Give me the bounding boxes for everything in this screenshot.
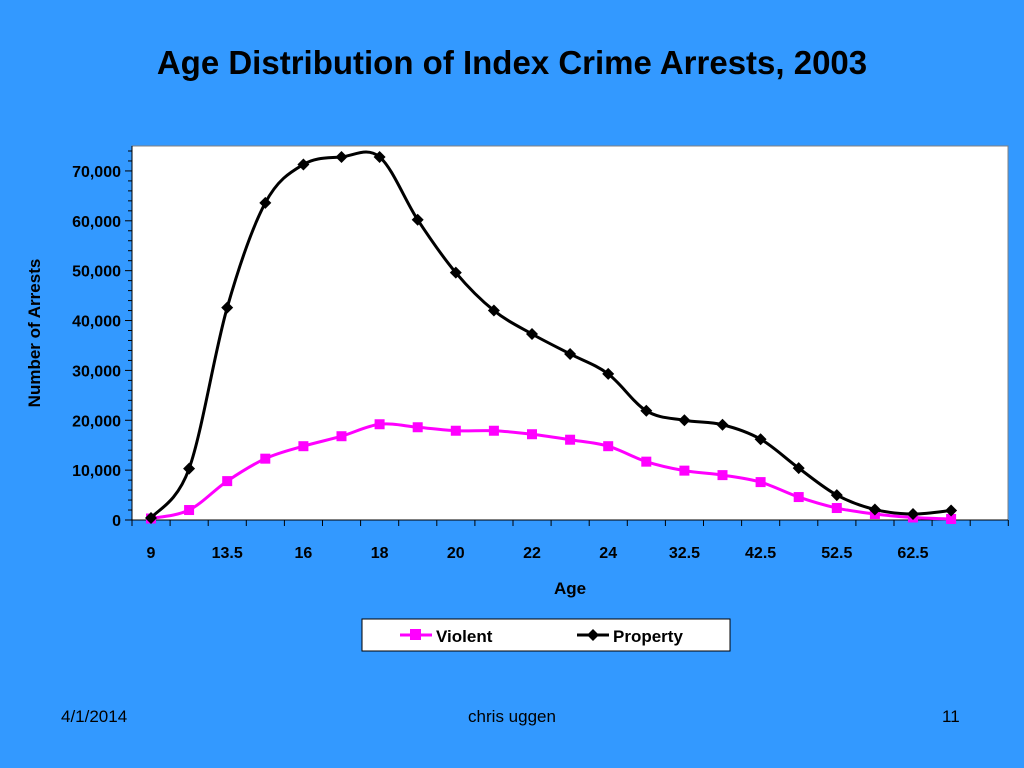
plot-area (131, 145, 1009, 521)
violent-data-point (679, 465, 690, 476)
y-tick-label: 0 (112, 513, 121, 530)
violent-data-point (527, 429, 537, 440)
y-tick-label: 20,000 (72, 413, 121, 430)
y-axis-label: Number of Arrests (25, 259, 44, 408)
property-data-point (487, 304, 500, 317)
property-data-point (907, 508, 919, 521)
violent-data-point (603, 441, 614, 452)
property-data-point (297, 158, 310, 171)
footer-date: 4/1/2014 (61, 707, 128, 726)
violent-data-point (260, 453, 271, 464)
y-tick-label: 40,000 (72, 314, 121, 331)
violent-series-line (150, 422, 952, 521)
legend: Violent Property (361, 618, 731, 652)
violent-data-point (488, 425, 499, 436)
property-data-point (792, 462, 805, 475)
violent-data-point (641, 456, 652, 467)
property-data-point (145, 512, 157, 525)
x-tick-label: 52.5 (821, 545, 852, 562)
property-data-point (526, 327, 538, 340)
legend-property-marker (587, 629, 599, 641)
violent-data-point (222, 476, 233, 487)
legend-violent-marker (410, 629, 421, 640)
y-tick-label: 10,000 (72, 463, 121, 480)
property-data-point (183, 462, 196, 475)
property-data-point (602, 367, 615, 380)
violent-data-point (412, 422, 423, 433)
violent-data-point (450, 425, 461, 436)
x-tick-label: 24 (599, 545, 617, 562)
property-data-point (830, 489, 843, 502)
violent-data-point (717, 470, 728, 481)
violent-data-point (755, 477, 766, 488)
footer-author: chris uggen (468, 707, 556, 726)
violent-data-point (793, 492, 804, 503)
property-data-point (221, 301, 234, 314)
property-data-point (945, 504, 958, 517)
y-tick-label: 50,000 (72, 264, 121, 281)
x-tick-label: 32.5 (669, 545, 700, 562)
y-tick-label: 70,000 (72, 164, 121, 181)
violent-data-point (184, 505, 195, 516)
property-data-point (716, 418, 729, 431)
property-data-point (449, 266, 462, 279)
property-data-point (640, 404, 653, 417)
legend-violent-label: Violent (436, 627, 493, 646)
property-data-point (564, 347, 577, 360)
property-data-point (373, 150, 386, 163)
x-axis-label: Age (554, 579, 586, 598)
footer-page-number: 11 (942, 707, 960, 726)
x-tick-label: 18 (371, 545, 389, 562)
violent-data-point (831, 503, 842, 514)
x-axis: 9 13.5 16 18 20 22 24 32.5 42.5 52.5 62.5 (131, 519, 1009, 562)
x-tick-label: 62.5 (897, 545, 928, 562)
y-tick-label: 60,000 (72, 214, 121, 231)
property-data-point (754, 433, 767, 446)
y-axis: 0 10,000 20,000 30,000 40,000 50,000 60,000 70,… (72, 146, 133, 530)
property-data-point (678, 414, 691, 427)
x-tick-label: 42.5 (745, 545, 776, 562)
x-tick-label: 13.5 (212, 545, 243, 562)
violent-data-point (374, 419, 385, 430)
violent-data-point (946, 514, 957, 525)
x-tick-label: 20 (447, 545, 465, 562)
series-layer (145, 150, 958, 525)
violent-data-point (565, 434, 576, 445)
y-tick-label: 30,000 (72, 363, 121, 380)
property-data-point (411, 213, 424, 226)
x-tick-label: 9 (147, 545, 156, 562)
property-data-point (868, 503, 881, 516)
chart-title: Age Distribution of Index Crime Arrests,… (156, 44, 868, 81)
legend-property-label: Property (613, 627, 683, 646)
x-tick-label: 22 (523, 545, 541, 562)
violent-data-point (336, 431, 347, 442)
property-data-point (335, 150, 348, 163)
violent-data-point (298, 441, 309, 452)
x-tick-label: 16 (295, 545, 313, 562)
property-data-point (259, 196, 272, 209)
